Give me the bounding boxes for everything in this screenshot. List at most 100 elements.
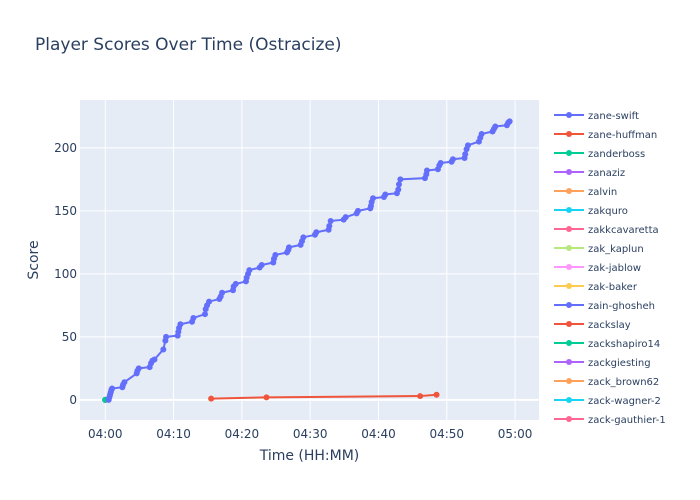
legend-label: zackshapiro14	[588, 339, 660, 350]
legend-item[interactable]: zack-wagner-2	[554, 396, 661, 407]
legend-marker	[566, 131, 572, 137]
data-point	[263, 394, 270, 401]
legend-marker	[566, 188, 572, 194]
legend-label: zakquro	[588, 206, 628, 217]
data-point	[433, 391, 440, 398]
series-zane-swift	[105, 118, 513, 403]
data-point	[506, 118, 513, 125]
legend-item[interactable]: zackshapiro14	[554, 339, 660, 350]
y-axis-title: Score	[26, 240, 42, 279]
data-point	[258, 262, 265, 269]
y-tick-label: 50	[62, 330, 77, 344]
axes: 04:00 04:10 04:20 04:30 04:40 04:50 05:00 0 50 10…	[54, 141, 532, 441]
legend-label: zackslay	[588, 320, 631, 331]
data-point	[135, 365, 142, 372]
legend-label: zack-gauthier-1	[588, 415, 666, 426]
legend-label: zack_brown62	[588, 377, 659, 388]
legend-marker	[566, 150, 572, 156]
legend-label: zanaziz	[588, 168, 625, 179]
y-tick-label: 200	[54, 141, 77, 155]
x-axis-title: Time (HH:MM)	[259, 448, 360, 464]
legend-item[interactable]: zane-huffman	[554, 130, 657, 141]
x-tick-label: 04:30	[293, 427, 328, 441]
legend-label: zak-jablow	[588, 263, 641, 274]
data-point	[397, 176, 404, 183]
legend-item[interactable]: zak-baker	[554, 282, 638, 293]
data-point	[246, 267, 253, 274]
legend-item[interactable]: zain-ghosheh	[554, 301, 655, 312]
legend-marker	[566, 226, 572, 232]
series-zane-huffman	[208, 391, 440, 402]
legend-marker	[566, 112, 572, 118]
data-point	[464, 142, 471, 149]
legend[interactable]: zane-swift zane-huffman zanderboss zanaziz z…	[554, 111, 666, 426]
data-point	[417, 393, 424, 400]
legend-label: zalvin	[588, 187, 617, 198]
data-point	[190, 314, 197, 321]
data-point	[423, 167, 430, 174]
legend-marker	[566, 340, 572, 346]
legend-label: zak-baker	[588, 282, 638, 293]
legend-item[interactable]: zak_kaplun	[554, 244, 644, 255]
data-point	[342, 214, 349, 221]
data-point	[437, 159, 444, 166]
legend-item[interactable]: zanaziz	[554, 168, 625, 179]
data-point	[151, 356, 158, 363]
legend-item[interactable]: zack_brown62	[554, 377, 659, 388]
legend-item[interactable]: zakkcavaretta	[554, 225, 659, 236]
legend-item[interactable]: zack-gauthier-1	[554, 415, 666, 426]
data-point	[160, 346, 167, 353]
legend-item[interactable]: zanderboss	[554, 149, 645, 160]
legend-item[interactable]: zane-swift	[554, 111, 639, 122]
legend-item[interactable]: zackslay	[554, 320, 631, 331]
x-tick-label: 05:00	[498, 427, 533, 441]
legend-marker	[566, 169, 572, 175]
data-point	[395, 181, 402, 188]
legend-label: zane-swift	[588, 111, 639, 122]
series-layer	[102, 118, 513, 403]
legend-marker	[566, 416, 572, 422]
data-point	[206, 298, 213, 305]
data-point	[232, 280, 239, 287]
legend-label: zak_kaplun	[588, 244, 644, 255]
legend-label: zanderboss	[588, 149, 645, 160]
legend-label: zackgiesting	[588, 358, 651, 369]
data-point	[313, 229, 320, 236]
legend-item[interactable]: zakquro	[554, 206, 628, 217]
chart-title: Player Scores Over Time (Ostracize)	[35, 35, 342, 55]
x-tick-label: 04:00	[88, 427, 123, 441]
x-tick-label: 04:20	[225, 427, 260, 441]
gridlines	[80, 100, 539, 420]
legend-label: zane-huffman	[588, 130, 657, 141]
data-point	[395, 186, 402, 193]
legend-item[interactable]: zackgiesting	[554, 358, 651, 369]
legend-marker	[566, 321, 572, 327]
data-point	[382, 191, 389, 198]
y-tick-label: 100	[54, 267, 77, 281]
x-tick-label: 04:50	[429, 427, 464, 441]
x-tick-label: 04:40	[361, 427, 396, 441]
data-point	[272, 251, 279, 258]
legend-marker	[566, 245, 572, 251]
data-point	[219, 289, 226, 296]
legend-label: zack-wagner-2	[588, 396, 661, 407]
data-point	[354, 207, 361, 214]
data-point	[109, 385, 116, 392]
data-point	[300, 234, 307, 241]
legend-marker	[566, 359, 572, 365]
legend-item[interactable]: zalvin	[554, 187, 617, 198]
legend-marker	[566, 283, 572, 289]
data-point	[449, 156, 456, 163]
legend-marker	[566, 264, 572, 270]
legend-label: zakkcavaretta	[588, 225, 659, 236]
data-point	[492, 123, 499, 130]
x-tick-label: 04:10	[156, 427, 191, 441]
data-point	[201, 311, 208, 318]
data-point	[327, 217, 334, 224]
legend-item[interactable]: zak-jablow	[554, 263, 641, 274]
data-point	[163, 333, 170, 340]
legend-marker	[566, 378, 572, 384]
data-point	[478, 131, 485, 138]
